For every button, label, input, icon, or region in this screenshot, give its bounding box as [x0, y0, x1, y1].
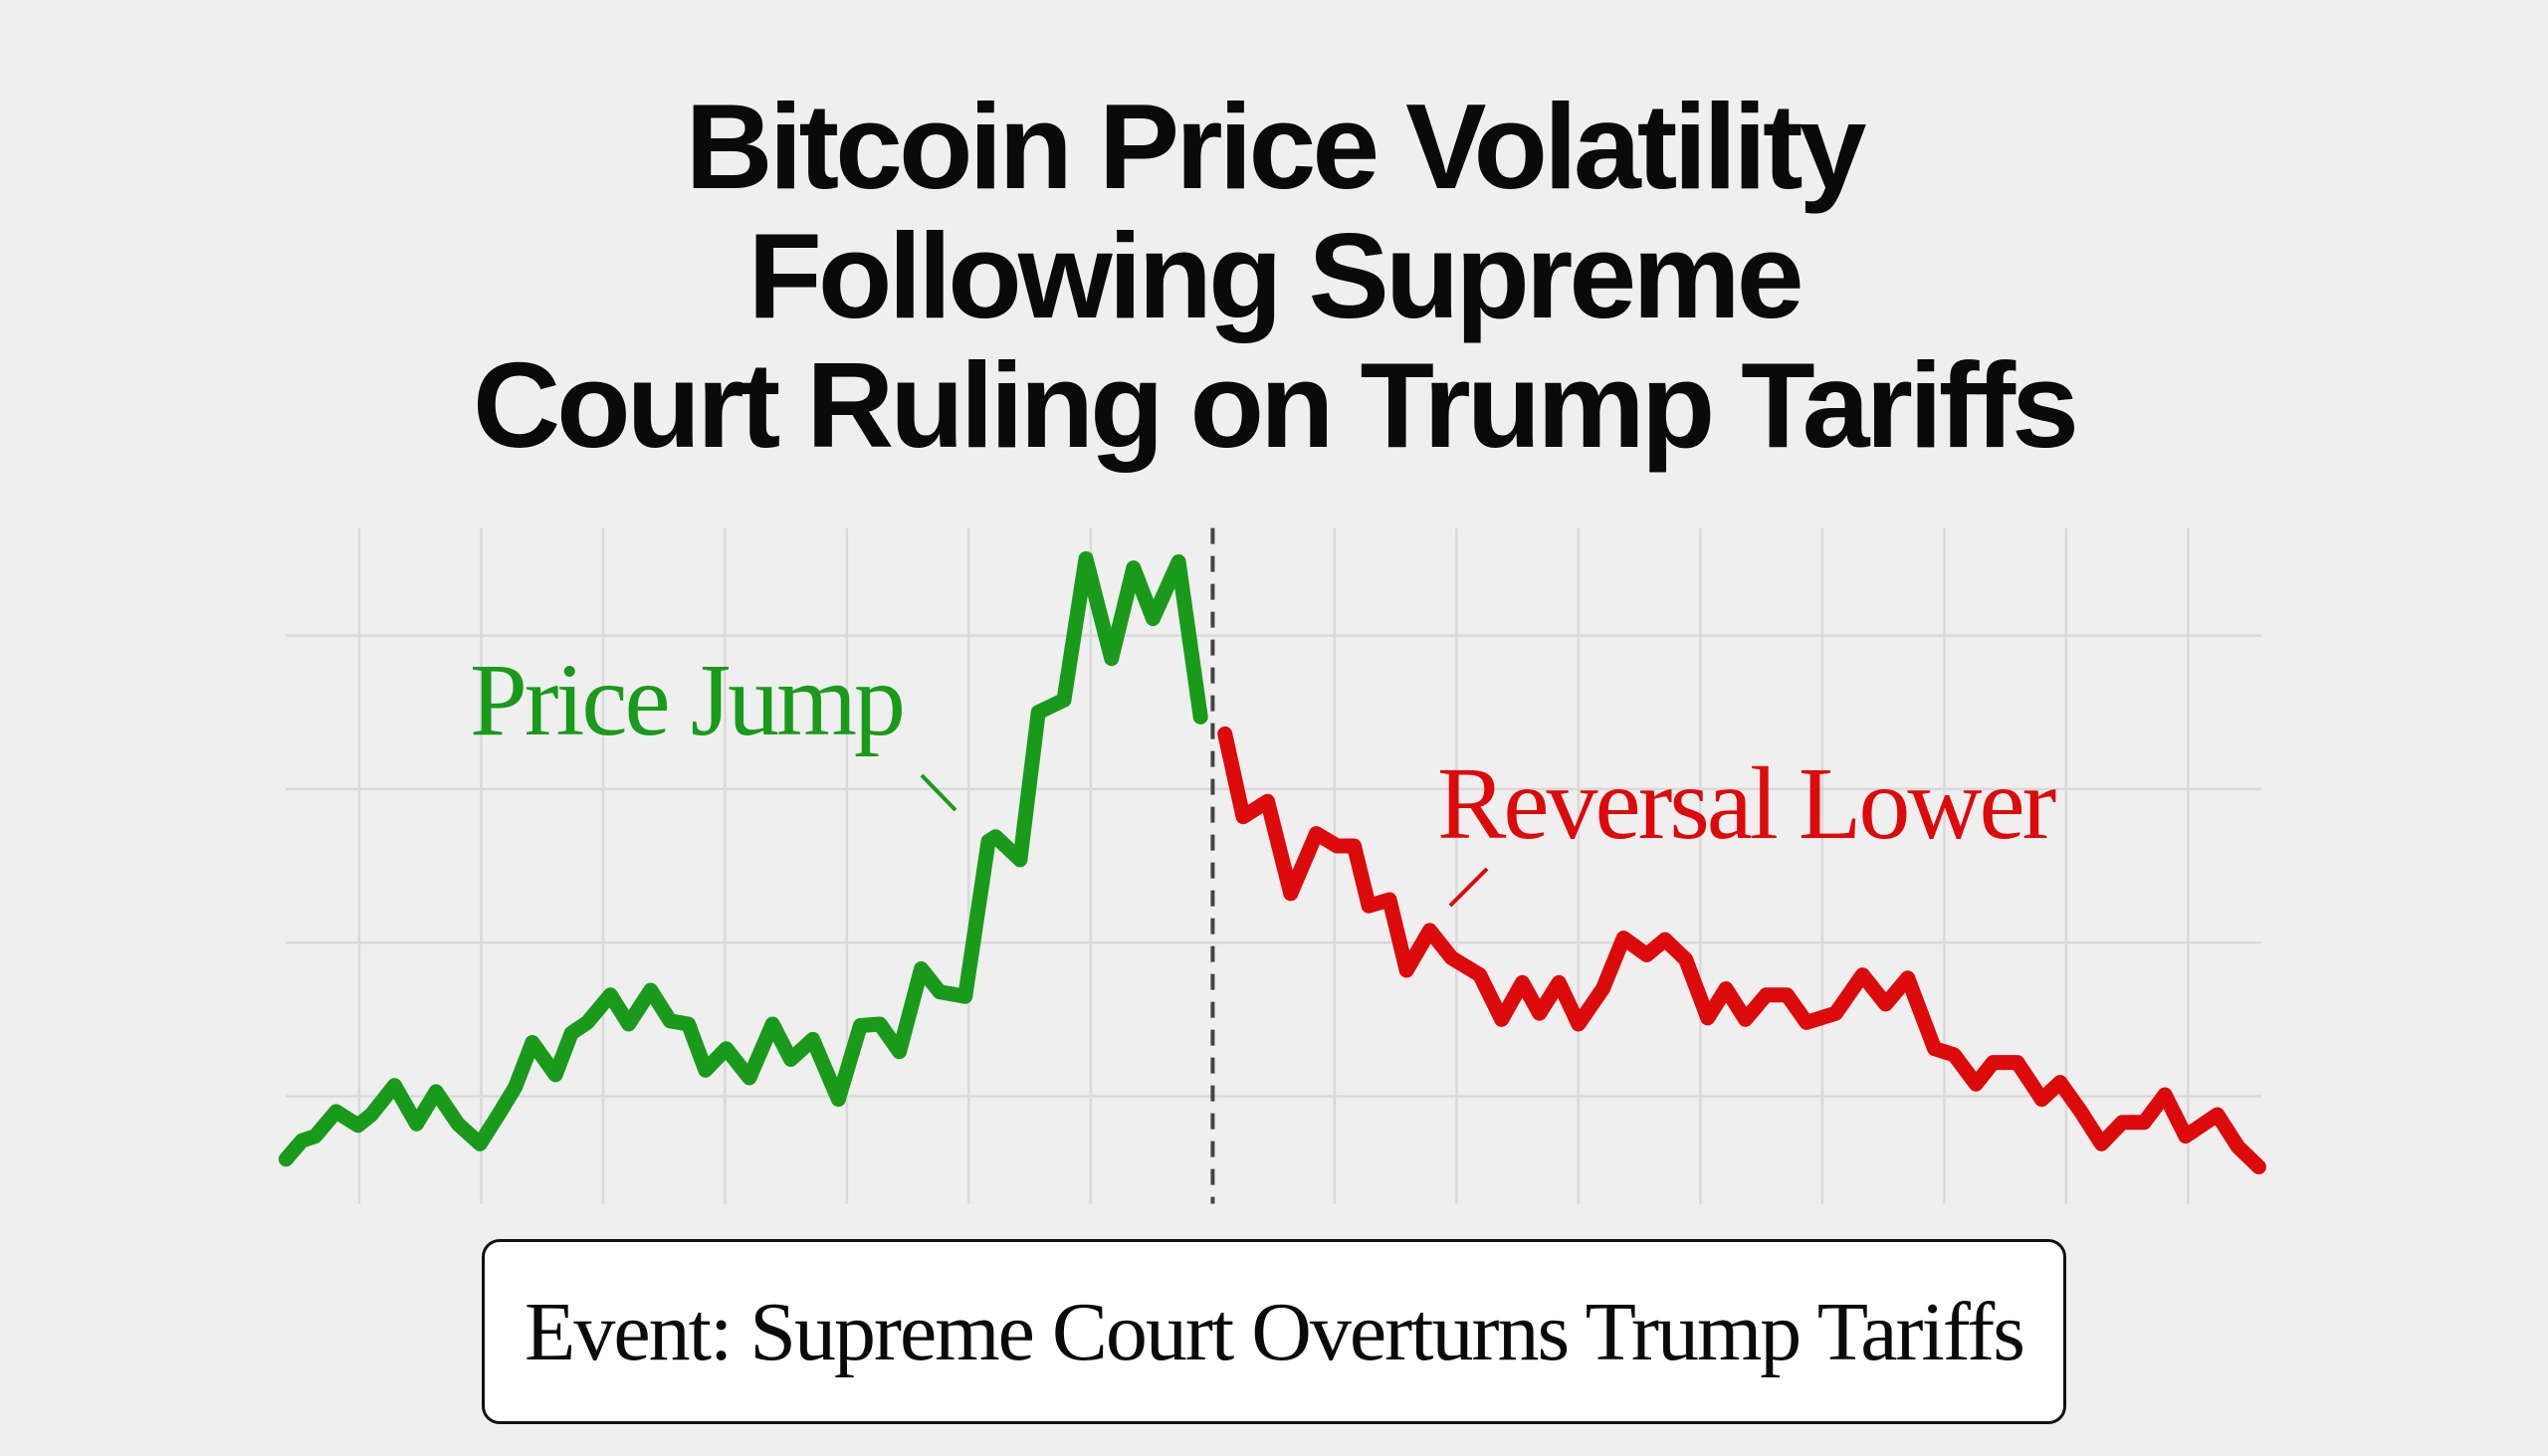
grid	[286, 527, 2261, 1204]
event-label: Event: Supreme Court Overturns Trump Tar…	[525, 1285, 2025, 1378]
annotation-reversal-lower: Reversal Lower	[1437, 746, 2056, 861]
annotations: Price Jump Reversal Lower	[470, 643, 2059, 908]
chart-title-line-1: Bitcoin Price Volatility	[685, 79, 1866, 214]
series-lines	[278, 550, 2266, 1174]
annotation-price-jump: Price Jump	[470, 643, 903, 757]
price-line-rise	[278, 550, 1208, 1167]
annotation-pointer-price-jump	[920, 773, 957, 812]
event-box: Event: Supreme Court Overturns Trump Tar…	[482, 1239, 2066, 1424]
chart-title-line-3: Court Ruling on Trump Tariffs	[473, 337, 2079, 473]
chart-title-line-2: Following Supreme	[747, 208, 1804, 343]
annotation-pointer-reversal-lower	[1448, 867, 1489, 908]
